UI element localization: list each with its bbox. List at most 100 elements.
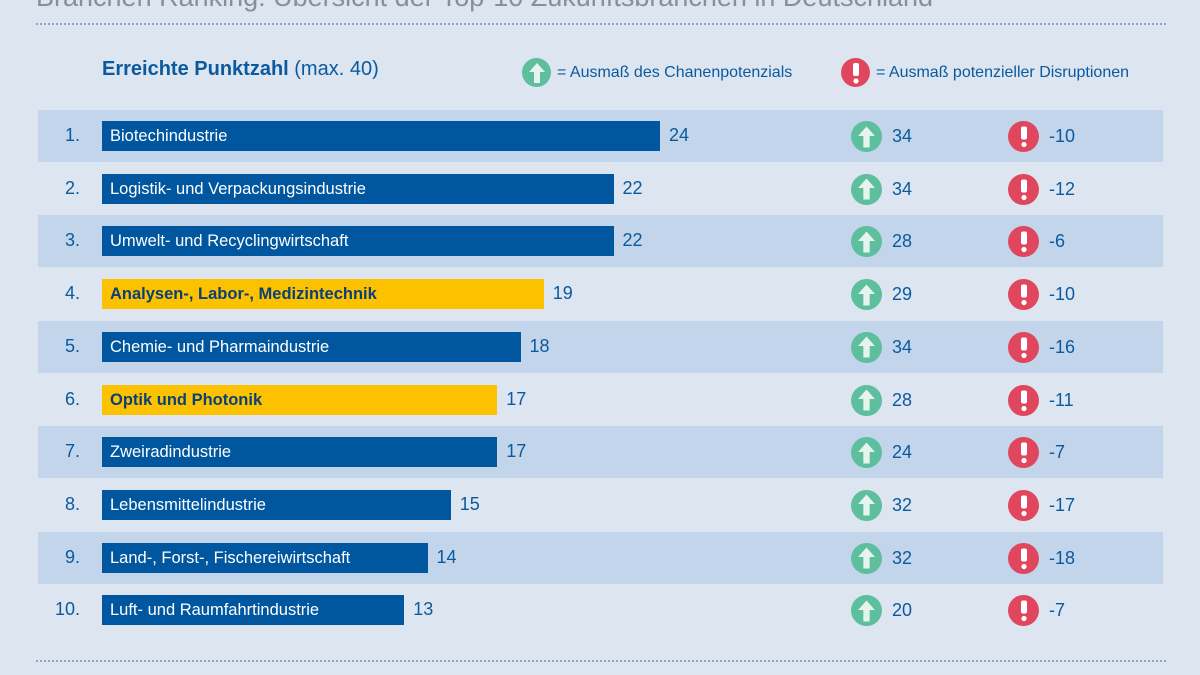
exclamation-icon (1008, 226, 1039, 258)
exclamation-icon (1008, 173, 1039, 205)
bar: Zweiradindustrie (102, 437, 498, 468)
rank: 7. (64, 441, 80, 462)
disruption-value: -7 (1049, 600, 1066, 621)
bar: Lebensmittelindustrie (102, 489, 451, 520)
bar-label: Analysen-, Labor-, Medizintechnik (110, 285, 377, 304)
arrow-up-icon (851, 437, 882, 469)
exclamation-icon (1008, 121, 1039, 152)
chancen-value: 32 (892, 547, 913, 568)
legend-chancen: = Ausmaß des Chanenpotenzials (522, 58, 792, 87)
exclamation-icon (1008, 331, 1039, 363)
exclamation-icon (1008, 542, 1039, 574)
disruption-value: -7 (1049, 442, 1066, 463)
bar: Chemie- und Pharmaindustrie (102, 331, 521, 362)
chancen-cell: 34 (851, 331, 913, 363)
chancen-value: 20 (892, 600, 913, 621)
bar: Luft- und Raumfahrtindustrie (102, 595, 405, 626)
exclamation-icon (1008, 384, 1039, 416)
divider-bottom (36, 660, 1166, 662)
rank: 6. (64, 388, 80, 409)
chancen-cell: 28 (851, 226, 912, 258)
disruption-cell: -10 (1008, 279, 1076, 311)
disruption-value: -10 (1049, 126, 1076, 146)
chancen-cell: 24 (851, 437, 913, 469)
chancen-cell: 28 (851, 384, 912, 416)
exclamation-icon (1008, 279, 1039, 311)
chancen-value: 29 (892, 284, 913, 305)
table-row: 8. Lebensmittelindustrie 15 32 -17 (38, 479, 1163, 531)
table-row: 5. Chemie- und Pharmaindustrie 18 34 -16 (38, 320, 1163, 373)
exclamation-icon (1008, 489, 1039, 521)
disruption-value: -17 (1049, 494, 1076, 515)
disruption-cell: -16 (1008, 331, 1075, 363)
arrow-up-icon (522, 58, 551, 87)
disruption-value: -18 (1049, 547, 1076, 568)
disruption-cell: -6 (1008, 226, 1066, 258)
bar-label: Luft- und Raumfahrtindustrie (110, 601, 320, 620)
bar: Land-, Forst-, Fischereiwirtschaft (102, 542, 428, 573)
arrow-up-icon (851, 279, 882, 311)
table-row: 6. Optik und Photonik 17 28 -11 (38, 374, 1163, 426)
arrow-up-icon (851, 595, 882, 627)
legend-disruption: = Ausmaß potenzieller Disruptionen (841, 58, 1129, 87)
bar: Optik und Photonik (102, 384, 498, 415)
bar-label: Logistik- und Verpackungsindustrie (110, 179, 366, 198)
arrow-up-icon (851, 542, 882, 574)
table-row: 10. Luft- und Raumfahrtindustrie 13 20 -… (38, 584, 1163, 636)
bar-value: 19 (552, 283, 573, 304)
disruption-value: -12 (1049, 178, 1076, 199)
bar-label: Zweiradindustrie (110, 443, 232, 462)
disruption-cell: -11 (1008, 384, 1074, 416)
rank: 10. (54, 599, 80, 620)
rank: 8. (64, 493, 80, 514)
legend-label: = Ausmaß potenzieller Disruptionen (876, 63, 1130, 81)
disruption-value: -11 (1049, 389, 1074, 410)
divider-top (36, 23, 1166, 25)
bar: Umwelt- und Recyclingwirtschaft (102, 226, 614, 257)
bar: Analysen-, Labor-, Medizintechnik (102, 279, 544, 310)
bar-value: 17 (506, 388, 527, 409)
rank: 1. (64, 125, 80, 145)
disruption-cell: -10 (1008, 121, 1075, 152)
bar: Biotechindustrie (102, 121, 660, 151)
table-row: 1. Biotechindustrie 24 34 -10 (38, 110, 1163, 162)
bar-label: Biotechindustrie (110, 127, 228, 145)
bar-value: 14 (436, 546, 457, 567)
rank: 3. (64, 230, 80, 251)
chancen-value: 32 (892, 494, 913, 515)
table-row: 4. Analysen-, Labor-, Medizintechnik 19 … (38, 268, 1163, 320)
rank: 9. (64, 546, 80, 567)
arrow-up-icon (851, 489, 882, 521)
header-rest: (max. 40) (288, 58, 379, 80)
bar-value: 17 (506, 441, 527, 462)
table-row: 9. Land-, Forst-, Fischereiwirtschaft 14… (38, 531, 1163, 584)
bar-label: Umwelt- und Recyclingwirtschaft (110, 232, 349, 251)
bar-value: 15 (459, 493, 480, 514)
bar-label: Land-, Forst-, Fischereiwirtschaft (110, 548, 351, 567)
arrow-up-icon (851, 331, 882, 363)
arrow-up-icon (851, 121, 882, 152)
bar-value: 24 (669, 125, 690, 145)
bar-value: 13 (413, 599, 434, 620)
chancen-cell: 32 (851, 489, 913, 521)
disruption-cell: -12 (1008, 173, 1076, 205)
disruption-value: -6 (1049, 231, 1066, 252)
axis-header: Erreichte Punktzahl (max. 40) (102, 58, 379, 81)
chancen-value: 34 (892, 336, 913, 357)
chancen-value: 34 (892, 178, 913, 199)
chancen-cell: 34 (851, 173, 913, 205)
bar-value: 22 (622, 230, 643, 251)
chancen-value: 24 (892, 442, 913, 463)
chancen-value: 34 (892, 126, 913, 146)
table-row: 2. Logistik- und Verpackungsindustrie 22… (38, 163, 1163, 215)
table-row: 3. Umwelt- und Recyclingwirtschaft 22 28… (38, 215, 1163, 268)
exclamation-icon (841, 58, 870, 87)
exclamation-icon (1008, 595, 1039, 627)
rank: 2. (64, 177, 80, 198)
arrow-up-icon (851, 384, 882, 416)
arrow-up-icon (851, 226, 882, 258)
bar-label: Optik und Photonik (110, 390, 263, 409)
legend-label: = Ausmaß des Chanenpotenzials (557, 63, 793, 81)
disruption-cell: -18 (1008, 542, 1076, 574)
disruption-value: -10 (1049, 284, 1076, 305)
